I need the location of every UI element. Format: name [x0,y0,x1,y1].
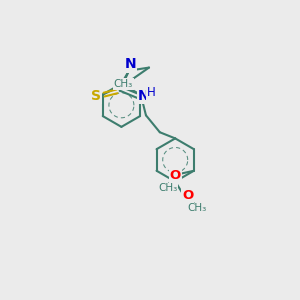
Text: O: O [182,189,193,202]
Text: N: N [138,89,149,103]
Text: CH₃: CH₃ [187,203,206,214]
Text: H: H [147,86,156,99]
Text: N: N [125,58,136,71]
Text: CH₃: CH₃ [113,79,133,89]
Text: O: O [170,169,181,182]
Text: CH₃: CH₃ [158,184,177,194]
Text: S: S [91,89,101,103]
